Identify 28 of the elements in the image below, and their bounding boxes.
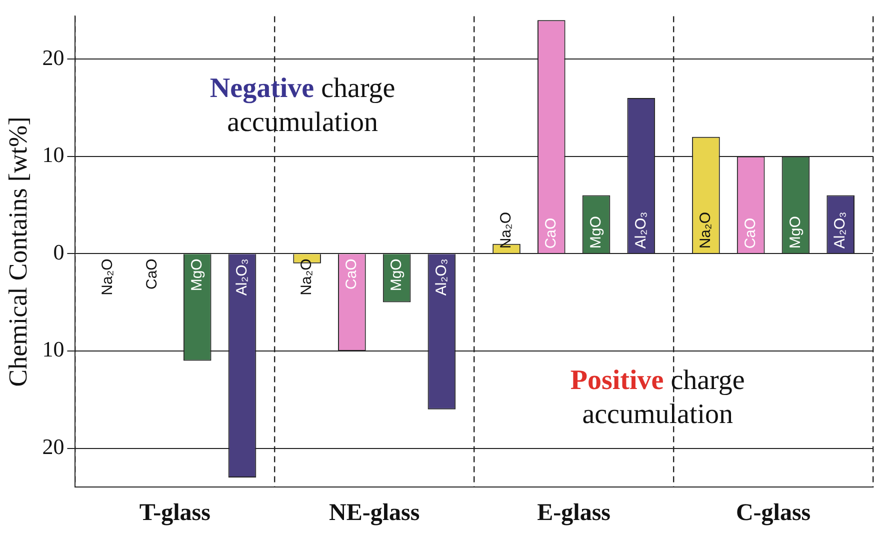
text: Al₂O₃ [832,212,849,249]
text: MgO [388,258,405,292]
text: Al₂O₃ [432,258,450,296]
y-tick-label: 10 [42,336,64,362]
text: MgO [188,258,206,292]
text: Na₂O [498,212,515,249]
series-label: MgO [587,216,604,249]
x-tick-label: NE-glass [329,500,420,526]
text: CaO [542,218,560,249]
annotation: Negative charge accumulation [210,72,396,138]
x-tick-label: T-glass [139,500,211,526]
y-axis-title: Chemical Contains [wt%] [3,116,32,387]
x-tick-label: C-glass [736,500,811,526]
text: CaO [343,258,360,290]
text: MgO [786,216,804,249]
series-label: CaO [742,218,759,249]
annotation: Positive charge accumulation [570,364,745,430]
x-tick-label: E-glass [537,500,611,526]
text: Na₂O [697,212,714,249]
y-tick-label: 20 [42,44,64,70]
y-tick-label: 20 [42,434,64,460]
y-tick-label: 10 [42,142,64,168]
text: CaO [144,258,161,290]
y-tick-label: 0 [53,239,64,264]
text: Na₂O [298,258,316,296]
text: Al₂O₃ [233,258,250,296]
series-label: Al₂O₃ [632,212,650,249]
text: Na₂O [98,258,116,296]
